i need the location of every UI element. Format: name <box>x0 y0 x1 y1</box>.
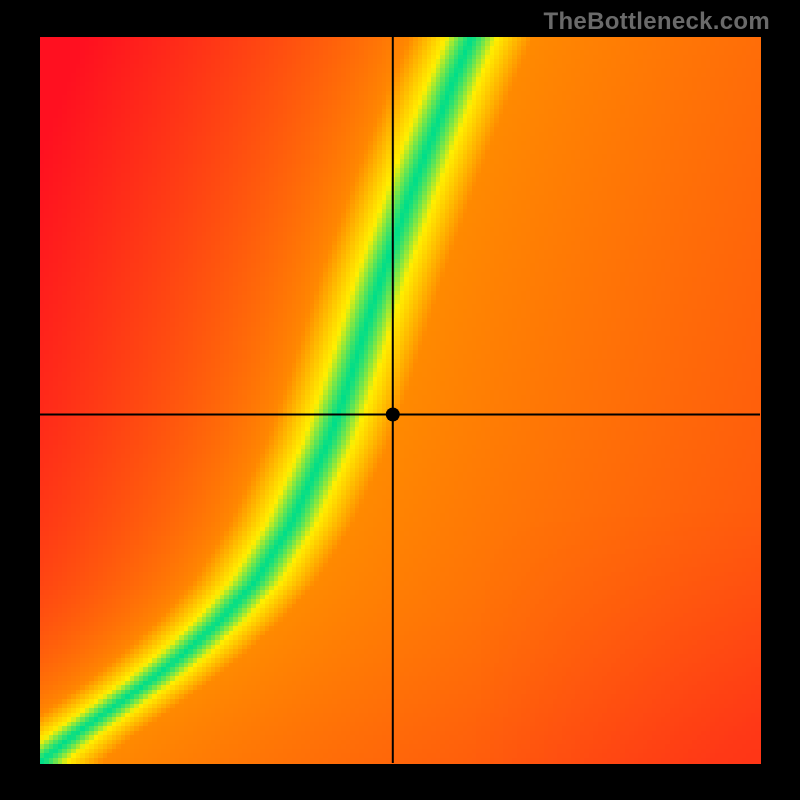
heatmap-canvas <box>0 0 800 800</box>
watermark-text: TheBottleneck.com <box>544 8 770 36</box>
chart-container: { "canvas": { "width_px": 800, "height_p… <box>0 0 800 800</box>
